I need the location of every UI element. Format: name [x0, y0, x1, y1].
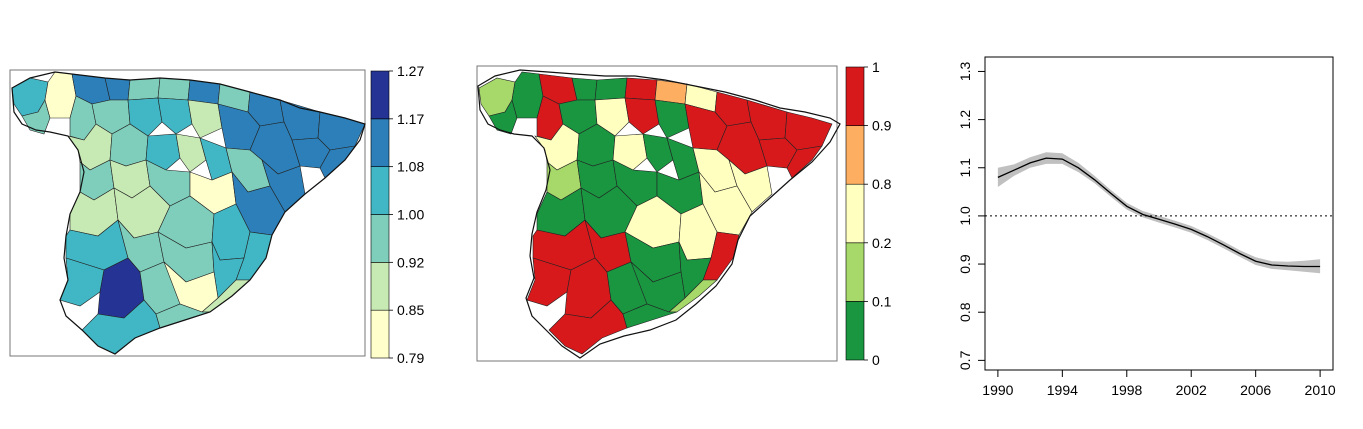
map-b-legend-label: 0.9: [872, 118, 892, 134]
map-b-frame: [476, 65, 838, 362]
map-a-province: [127, 77, 161, 101]
y-tick-label: 0.7: [957, 350, 973, 370]
x-tick-label: 2006: [1240, 382, 1271, 398]
map-a-legend-swatch: [370, 166, 390, 215]
map-a-legend-label: 0.79: [397, 350, 424, 366]
map-a-province: [175, 133, 207, 173]
map-b-province: [622, 303, 678, 329]
map-b-province: [786, 145, 823, 179]
map-b-legend-label: 0.1: [872, 293, 892, 309]
map-b-legend-label: 1: [872, 59, 880, 75]
map-a-legend-label: 0.92: [397, 254, 424, 270]
line-chart: 0.7 0.8 0.9 1.0 1.1 1.2 1.3 1990 1994 1998 2002 20…: [957, 56, 1336, 398]
trend-line: [997, 157, 1321, 268]
map-b-legend: 0 0.1 0.2 0.8 0.9 1: [845, 59, 892, 368]
map-a-legend-swatch: [370, 262, 390, 311]
x-tick-label: 1990: [982, 382, 1013, 398]
map-b-province: [594, 77, 628, 101]
y-tick-label: 1.3: [957, 62, 973, 82]
map-a-legend-label: 0.85: [397, 302, 424, 318]
y-tick-label: 1.0: [957, 206, 973, 226]
map-a-legend-label: 1.00: [397, 207, 424, 223]
map-b-province: [594, 97, 630, 137]
map-a-legend-label: 1.17: [397, 111, 424, 127]
y-tick-label: 1.2: [957, 110, 973, 130]
map-a-province: [145, 133, 181, 171]
map-b-outline: [477, 69, 841, 359]
map-a-outline: [11, 71, 366, 355]
map-a-province: [127, 97, 163, 137]
map-b-legend-label: 0.8: [872, 176, 892, 192]
map-a-province: [44, 71, 77, 119]
map-a-frame: [9, 69, 366, 357]
map-a-legend-swatch: [370, 309, 390, 359]
map-a-legend-label: 1.08: [397, 159, 424, 175]
map-a-legend: 0.79 0.85 0.92 1.00 1.08 1.17 1.27: [370, 63, 424, 366]
map-a-legend-label: 1.27: [397, 63, 424, 79]
y-tick-label: 0.9: [957, 254, 973, 274]
map-a-province: [157, 77, 191, 101]
confidence-band: [997, 152, 1321, 274]
map-b-legend-label: 0: [872, 352, 880, 368]
map-b-legend-swatch: [845, 242, 865, 302]
map-b-province: [511, 71, 544, 119]
map-a: 0.79 0.85 0.92 1.00 1.08 1.17 1.27: [9, 63, 424, 366]
map-a-legend-swatch: [370, 118, 390, 167]
y-tick-label: 1.1: [957, 158, 973, 178]
map-b-legend-swatch: [845, 66, 865, 126]
map-a-legend-swatch: [370, 214, 390, 263]
map-a-province: [187, 99, 223, 139]
map-b-province: [654, 99, 690, 139]
map-b-province: [548, 299, 628, 355]
map-b-legend-swatch: [845, 125, 865, 185]
x-tick-label: 1998: [1111, 382, 1142, 398]
map-b-regions: [478, 71, 833, 355]
map-a-province: [157, 97, 193, 135]
x-tick-label: 2002: [1176, 382, 1207, 398]
x-tick-label: 2010: [1305, 382, 1336, 398]
map-b-legend-label: 0.2: [872, 235, 892, 251]
map-a-regions: [11, 71, 366, 355]
map-b-legend-swatch: [845, 183, 865, 244]
map-b: 0 0.1 0.2 0.8 0.9 1: [476, 59, 892, 368]
y-axis: 0.7 0.8 0.9 1.0 1.1 1.2 1.3: [957, 62, 985, 370]
map-b-province: [624, 77, 658, 101]
map-a-legend-swatch: [370, 70, 390, 120]
map-b-province: [612, 133, 648, 171]
map-b-province: [642, 133, 674, 173]
map-b-province: [784, 111, 833, 151]
map-b-province: [624, 97, 660, 135]
x-axis: 1990 1994 1998 2002 2006 2010: [982, 370, 1336, 398]
line-chart-frame: [984, 56, 1334, 371]
x-tick-label: 1994: [1047, 382, 1078, 398]
map-b-legend-swatch: [845, 301, 865, 361]
y-tick-label: 0.8: [957, 302, 973, 322]
